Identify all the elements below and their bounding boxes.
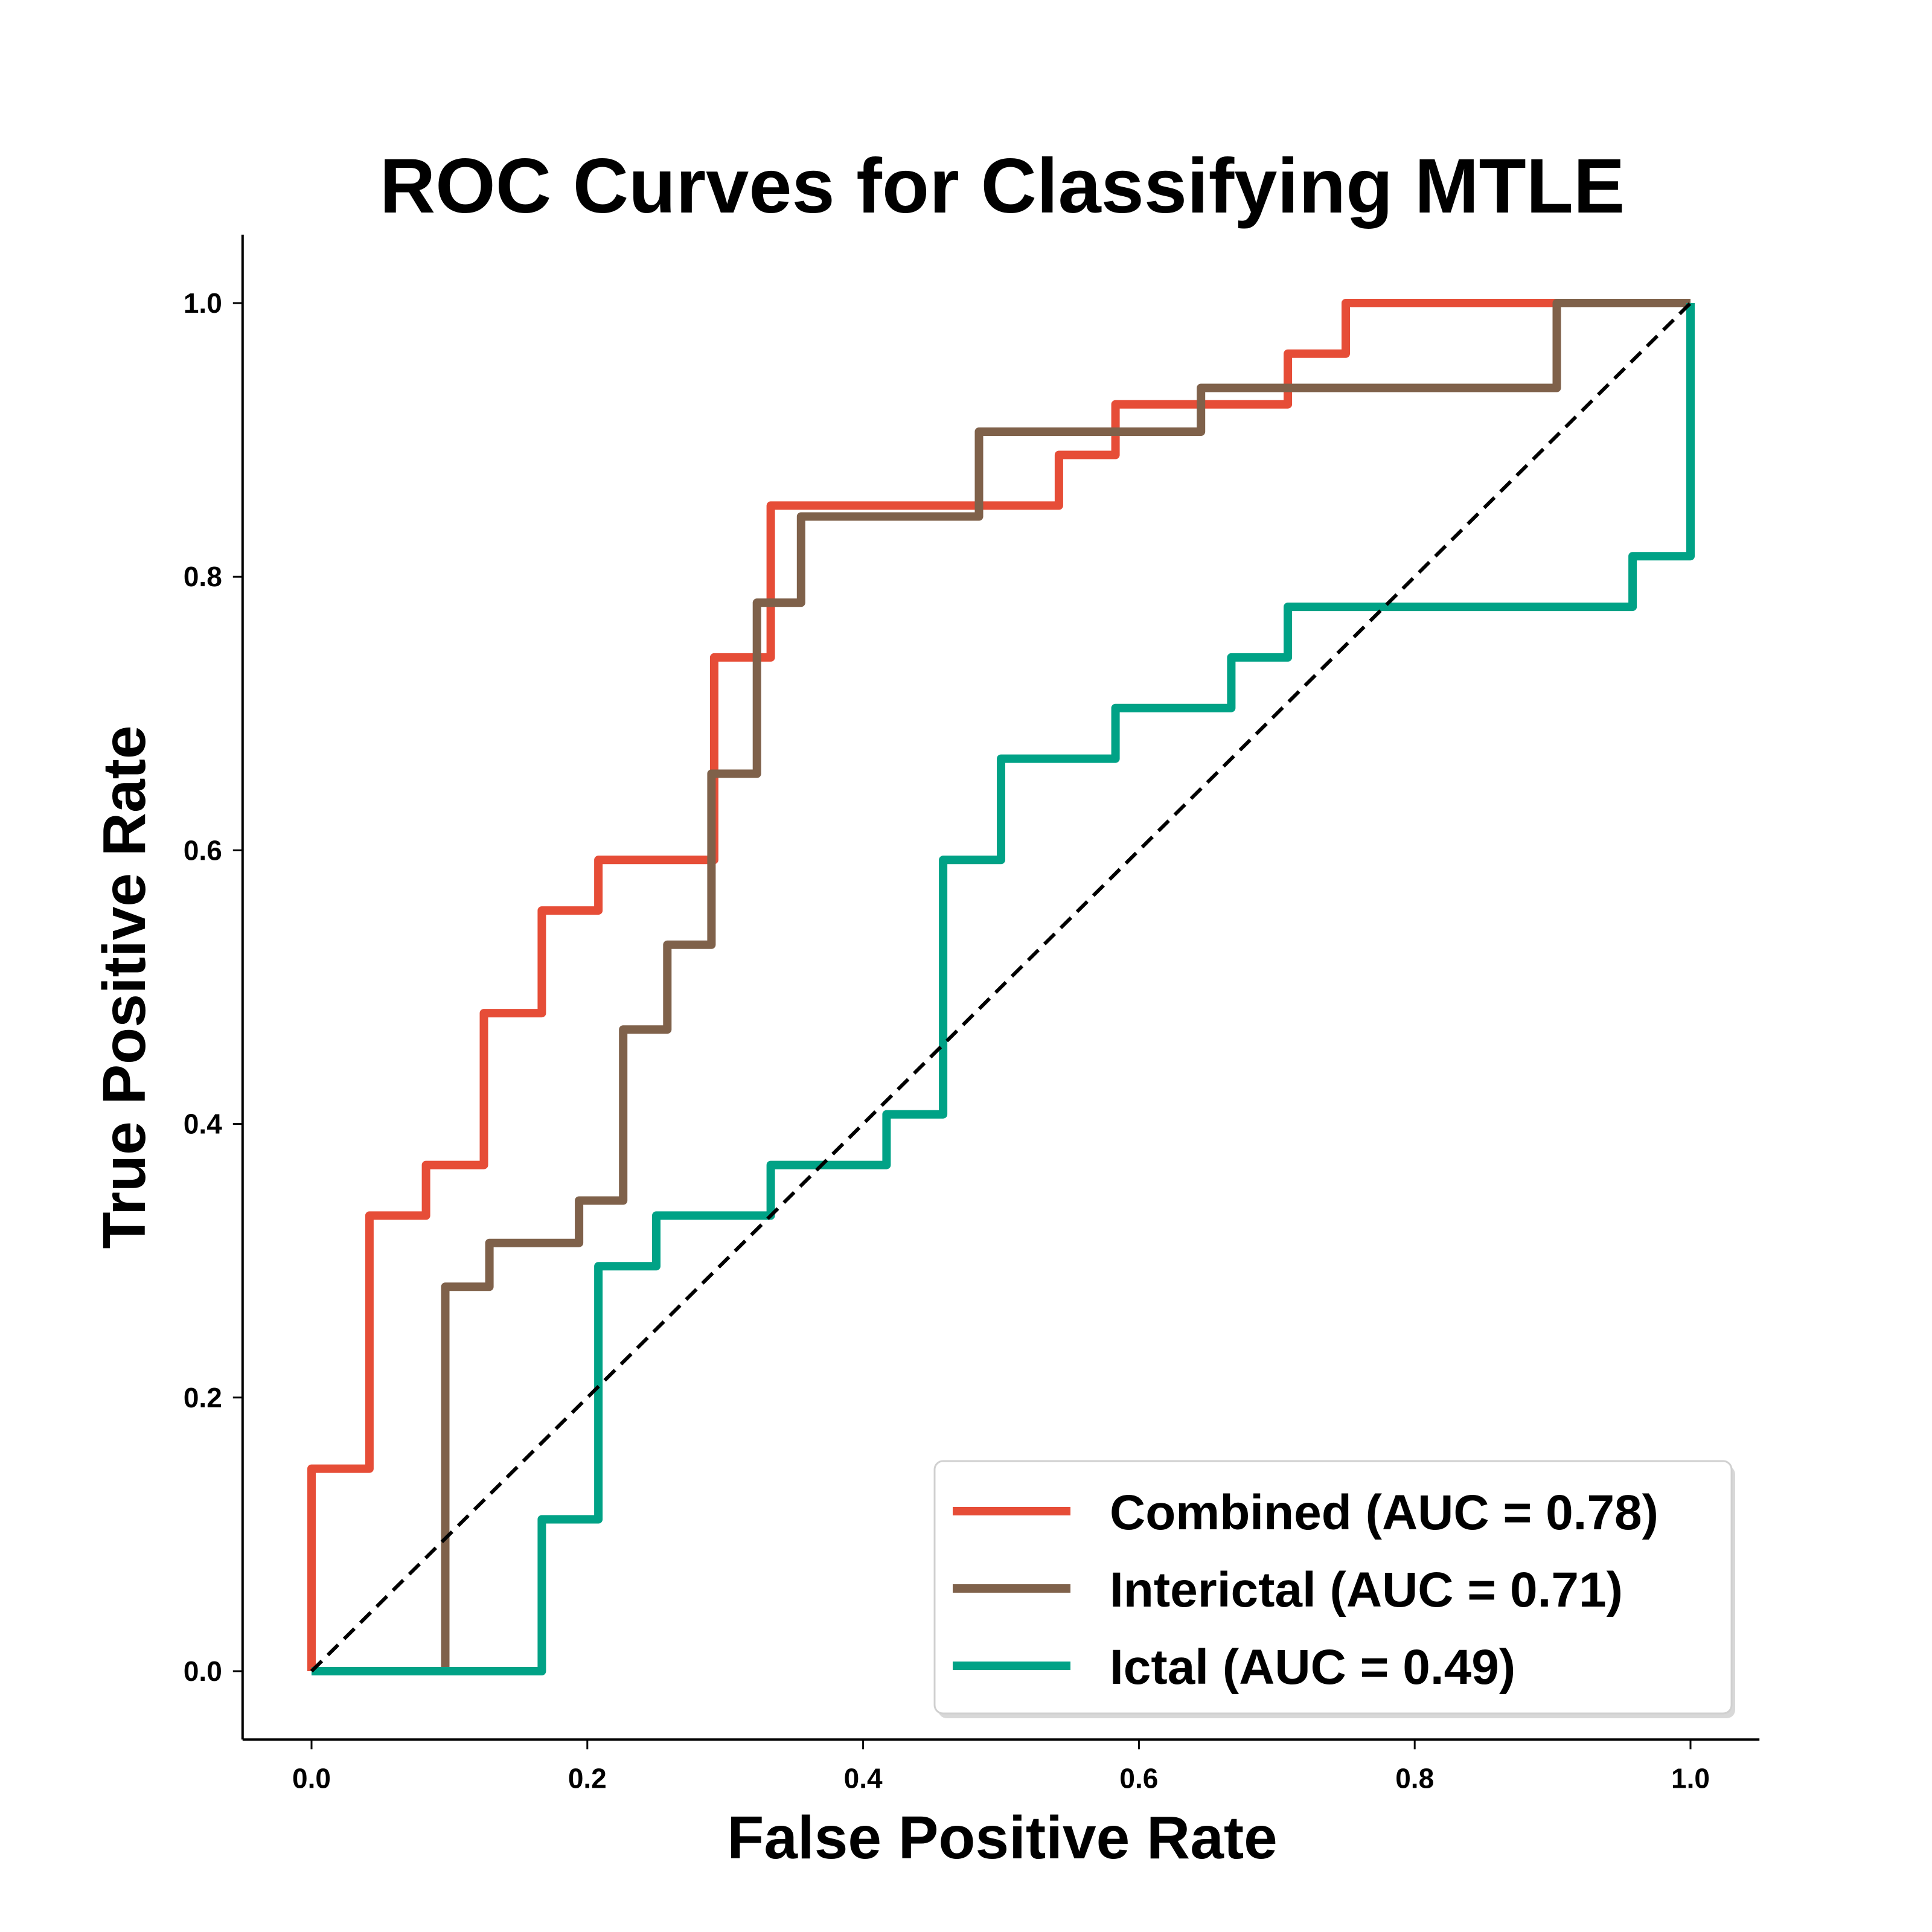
- chart-title: ROC Curves for Classifying MTLE: [380, 143, 1625, 229]
- legend: Combined (AUC = 0.78) Interictal (AUC = 0…: [933, 1460, 1735, 1718]
- x-axis-label: False Positive Rate: [727, 1804, 1278, 1872]
- x-tick-label: 0.0: [292, 1762, 331, 1794]
- roc-curve-interictal: [312, 299, 1690, 1675]
- roc-curve-ictal: [312, 303, 1695, 1675]
- x-tick-label: 1.0: [1671, 1762, 1710, 1794]
- y-axis-label: True Positive Rate: [91, 726, 158, 1249]
- y-tick-label: 0.8: [184, 561, 222, 592]
- y-tick-label: 0.6: [184, 834, 222, 866]
- x-tick-label: 0.2: [568, 1762, 607, 1794]
- x-tick-label: 0.6: [1119, 1762, 1158, 1794]
- y-tick-label: 1.0: [184, 287, 222, 319]
- legend-label: Interictal (AUC = 0.71): [1110, 1563, 1623, 1617]
- series-layer: [307, 299, 1695, 1675]
- legend-label: Combined (AUC = 0.78): [1110, 1485, 1659, 1540]
- x-tick-label: 0.8: [1395, 1762, 1434, 1794]
- y-tick-label: 0.2: [184, 1382, 222, 1413]
- y-tick-label: 0.0: [184, 1655, 222, 1687]
- axes: 0.0 0.2 0.4 0.6 0.8 1.0 0.0 0.2 0.4 0.6 0.8 1.0: [184, 234, 1760, 1794]
- chance-diagonal-line: [310, 301, 1692, 1673]
- x-tick-label: 0.4: [844, 1762, 883, 1794]
- y-tick-label: 0.4: [184, 1108, 222, 1140]
- legend-label: Ictal (AUC = 0.49): [1110, 1640, 1515, 1695]
- legend-box: [933, 1460, 1733, 1715]
